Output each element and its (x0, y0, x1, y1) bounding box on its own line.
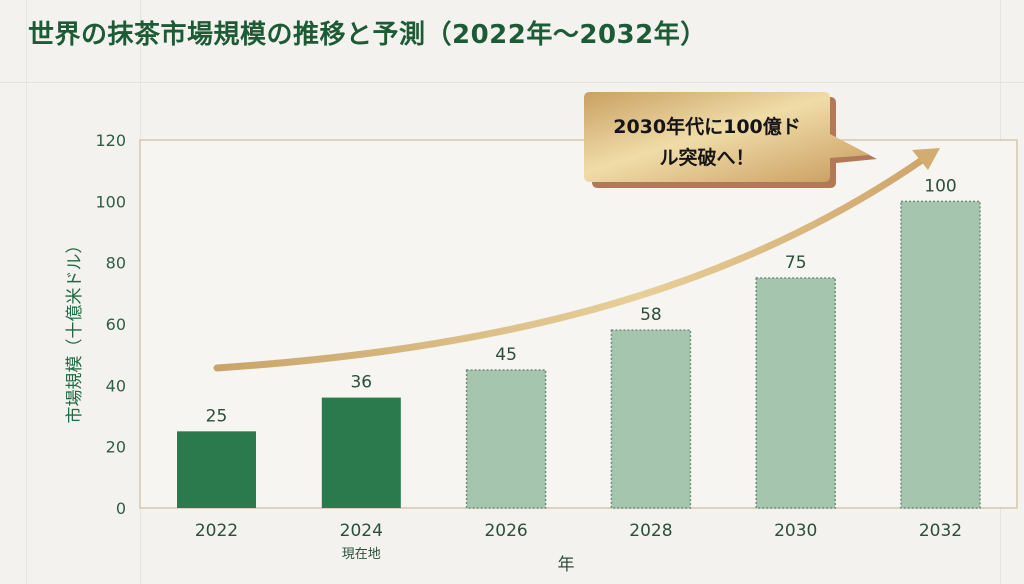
forecast-bar (610, 329, 692, 509)
bar-value-label: 25 (206, 406, 228, 426)
x-tick-label: 2032 (919, 521, 962, 541)
forecast-bar (755, 277, 836, 509)
y-tick-label: 80 (106, 254, 126, 273)
bar-value-label: 75 (785, 253, 807, 273)
y-tick-label: 40 (106, 376, 126, 395)
growth-trend-arrow (213, 154, 929, 372)
y-axis: 0 20 40 60 80 100 120 (95, 131, 126, 518)
x-tick-label: 2022 (195, 521, 238, 541)
x-tick-label: 2030 (774, 521, 817, 541)
y-tick-label: 60 (106, 315, 126, 334)
y-tick-label: 20 (106, 438, 126, 457)
callout-body (584, 92, 870, 182)
y-axis-title: 市場規模（十億米ドル） (65, 237, 85, 424)
chart-title: 世界の抹茶市場規模の推移と予測（2022年〜2032年） (28, 20, 707, 50)
actual-bar (321, 397, 401, 508)
bars: 25 36 45 58 75 100 (177, 176, 981, 509)
bar-value-label: 45 (495, 345, 517, 365)
x-axis: 2022 2024 現在地 2026 2028 2030 2032 (195, 521, 962, 562)
plot-frame (139, 139, 1018, 509)
current-position-label: 現在地 (342, 547, 381, 562)
y-tick-label: 0 (116, 499, 126, 518)
plot-area (139, 139, 1018, 509)
bar-value-label: 100 (924, 176, 956, 196)
x-tick-label: 2028 (629, 521, 672, 541)
bar-value-label: 58 (640, 305, 662, 325)
y-tick-label: 120 (95, 131, 126, 150)
background-guide-line (0, 82, 1024, 83)
forecast-bar (465, 369, 547, 509)
x-axis-title: 年 (558, 555, 575, 575)
callout-line-1: 2030年代に100億ド (613, 115, 801, 138)
x-tick-label: 2026 (484, 521, 527, 541)
actual-bar (177, 431, 256, 508)
x-tick-label: 2024 (340, 521, 383, 541)
callout-bubble: 2030年代に100億ド ル突破へ！ (584, 92, 877, 188)
callout-line-2: ル突破へ！ (659, 146, 754, 169)
growth-trend-arrowhead (912, 148, 940, 170)
background-guide-line (26, 0, 27, 584)
forecast-bar (900, 200, 981, 509)
bar-value-label: 36 (350, 373, 372, 393)
y-tick-label: 100 (95, 192, 126, 211)
